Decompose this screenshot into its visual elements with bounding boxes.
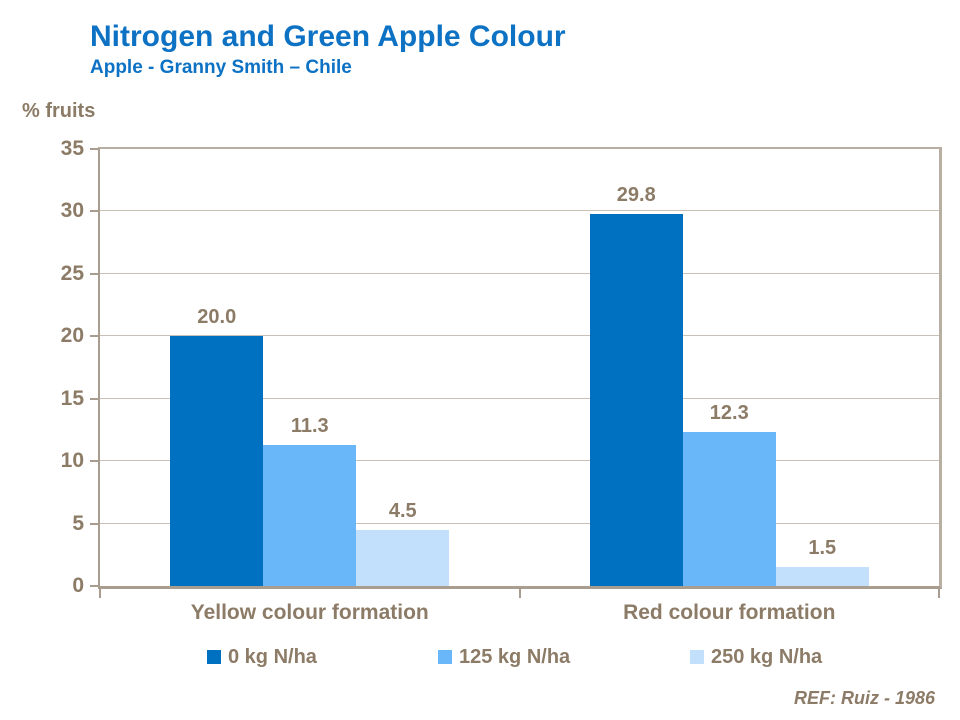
gridline-30 xyxy=(100,210,939,212)
y-axis-label-15: 15 xyxy=(60,386,84,410)
page-subtitle: Apple - Granny Smith – Chile xyxy=(90,57,352,78)
y-tick-5 xyxy=(90,522,99,525)
legend-swatch-125-kg xyxy=(438,650,452,664)
legend-label-0-kg: 0 kg N/ha xyxy=(228,645,317,668)
value-label-125-kg-n-ha-yellow-colour-formation: 11.3 xyxy=(290,414,329,437)
x-tick-2 xyxy=(938,589,940,598)
y-tick-20 xyxy=(90,335,99,338)
x-tick-0 xyxy=(99,589,101,598)
legend-label-250-kg: 250 kg N/ha xyxy=(711,645,823,668)
y-axis-label-35: 35 xyxy=(60,137,84,160)
bar-250-kg-n-ha-red-colour-formation xyxy=(775,567,869,586)
legend-swatch-0-kg xyxy=(207,650,221,664)
y-tick-0 xyxy=(90,585,99,587)
value-label-125-kg-n-ha-red-colour-formation: 12.3 xyxy=(709,402,749,425)
value-label-0-kg-n-ha-red-colour-formation: 29.8 xyxy=(616,183,656,206)
plot-area xyxy=(98,147,942,589)
gridline-25 xyxy=(100,272,939,274)
y-tick-35 xyxy=(90,148,99,150)
legend-item-125-kg: 125 kg N/ha xyxy=(438,643,570,671)
value-label-0-kg-n-ha-yellow-colour-formation: 20.0 xyxy=(197,306,237,329)
gridline-20 xyxy=(100,335,939,337)
value-label-250-kg-n-ha-yellow-colour-formation: 4.5 xyxy=(388,499,417,522)
gridline-15 xyxy=(100,397,939,399)
y-tick-15 xyxy=(90,397,99,400)
y-axis-label-20: 20 xyxy=(60,324,84,348)
bar-125-kg-n-ha-yellow-colour-formation xyxy=(263,444,357,586)
legend-item-0-kg: 0 kg N/ha xyxy=(207,643,317,671)
legend: 0 kg N/ha 125 kg N/ha 250 kg N/ha xyxy=(0,643,960,671)
y-axis-title: % fruits xyxy=(22,100,96,122)
bar-0-kg-n-ha-red-colour-formation xyxy=(589,213,683,586)
bar-0-kg-n-ha-yellow-colour-formation xyxy=(170,336,264,586)
page-title: Nitrogen and Green Apple Colour xyxy=(90,20,566,53)
y-tick-10 xyxy=(90,460,99,463)
bar-125-kg-n-ha-red-colour-formation xyxy=(682,432,776,586)
value-label-250-kg-n-ha-red-colour-formation: 1.5 xyxy=(808,537,837,560)
gridline-5 xyxy=(100,522,939,524)
gridline-10 xyxy=(100,460,939,462)
category-label-yellow-colour-formation: Yellow colour formation xyxy=(190,601,429,624)
y-tick-25 xyxy=(90,272,99,275)
legend-item-250-kg: 250 kg N/ha xyxy=(690,643,822,671)
y-axis-label-25: 25 xyxy=(60,261,84,285)
legend-swatch-250-kg xyxy=(690,650,704,664)
y-axis-label-5: 5 xyxy=(72,511,84,535)
x-tick-1 xyxy=(518,589,521,598)
y-tick-30 xyxy=(90,210,99,213)
category-label-red-colour-formation: Red colour formation xyxy=(623,601,836,624)
bar-250-kg-n-ha-yellow-colour-formation xyxy=(356,529,450,586)
y-axis-label-30: 30 xyxy=(60,199,84,223)
reference-text: REF: Ruiz - 1986 xyxy=(793,688,935,708)
legend-label-125-kg: 125 kg N/ha xyxy=(459,645,571,668)
y-axis-label-0: 0 xyxy=(72,574,84,597)
y-axis-label-10: 10 xyxy=(60,449,84,473)
